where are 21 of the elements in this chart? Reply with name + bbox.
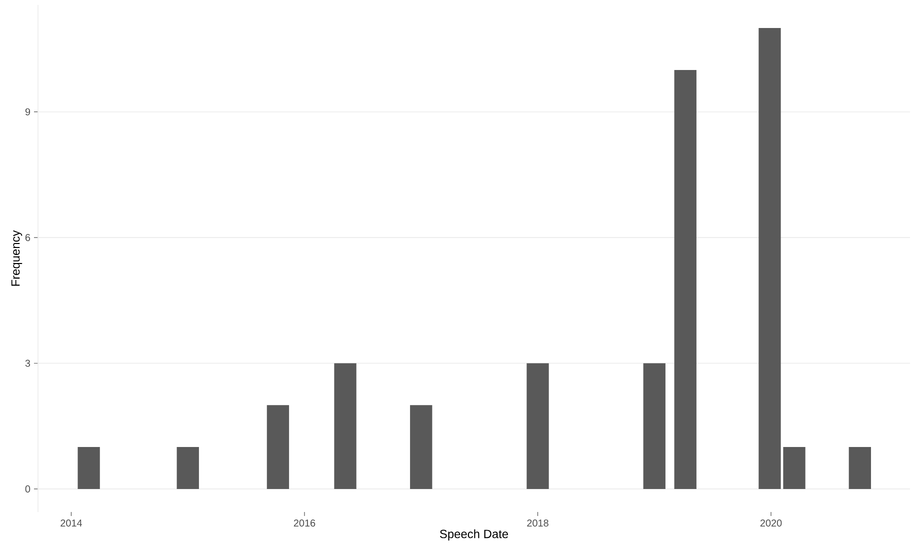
x-axis-title: Speech Date <box>440 529 508 541</box>
bar <box>334 363 356 489</box>
bar <box>758 28 781 489</box>
bar <box>848 447 871 489</box>
y-tick-label: 0 <box>25 485 30 492</box>
bar <box>783 447 806 489</box>
y-tick-label: 6 <box>25 234 30 242</box>
bar <box>176 447 199 489</box>
bar <box>643 363 666 489</box>
x-tick-label: 2018 <box>527 520 548 527</box>
y-tick-label: 9 <box>25 108 30 116</box>
bar <box>674 70 696 489</box>
bar <box>526 363 549 489</box>
y-tick-label: 3 <box>25 360 30 367</box>
x-tick-label: 2016 <box>294 520 316 527</box>
x-tick-label: 2020 <box>760 520 782 527</box>
bar <box>410 405 432 489</box>
bar <box>266 405 290 489</box>
x-tick-label: 2014 <box>60 520 82 527</box>
bar <box>78 447 100 489</box>
y-axis-title: Frequency <box>11 230 22 286</box>
